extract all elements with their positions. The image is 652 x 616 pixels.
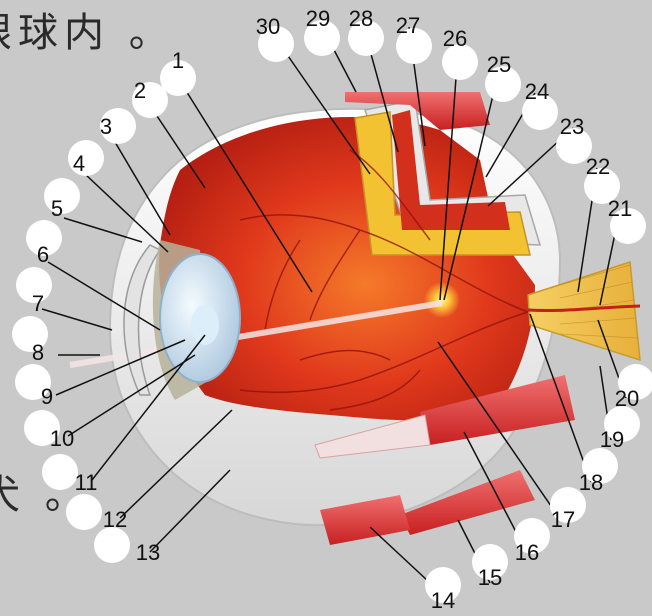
label-bubble-28 [348,20,384,56]
cornea [123,244,162,396]
label-bubble-21 [610,208,646,244]
muscle-bottom-right [400,470,535,535]
label-number-2: 2 [134,78,146,103]
label-number-21: 21 [608,196,632,221]
retinal-vessels [239,149,529,411]
label-number-23: 23 [560,114,584,139]
label-bubble-16 [514,518,550,554]
label-bubble-29 [304,20,340,56]
caption-top: 眼球内 。 [0,10,175,56]
label-number-17: 17 [551,507,575,532]
label-number-6: 6 [37,242,49,267]
lens-core [191,305,219,345]
label-bubble-17 [550,487,586,523]
label-number-11: 11 [75,470,98,495]
label-bubble-7 [16,267,52,303]
label-number-3: 3 [100,114,112,139]
label-number-18: 18 [579,470,603,495]
retina-layer-red [392,110,510,230]
label-number-16: 16 [515,540,539,565]
label-bubble-18 [582,448,618,484]
label-markers: 1234567891011121314151617181920212223242… [12,6,652,613]
retina [159,117,535,421]
label-number-24: 24 [525,79,549,104]
label-bubble-9 [15,364,51,400]
label-bubble-27 [396,28,432,64]
fovea [424,282,460,318]
label-number-30: 30 [256,14,280,39]
label-number-8: 8 [32,340,44,365]
label-bubble-4 [68,140,104,176]
label-number-9: 9 [41,384,53,409]
label-number-5: 5 [51,196,63,221]
label-bubble-14 [425,567,461,603]
label-bubble-8 [12,316,48,352]
label-bubble-19 [604,406,640,442]
label-bubble-5 [44,178,80,214]
label-bubble-11 [42,454,78,490]
label-bubble-26 [442,44,478,80]
label-number-20: 20 [615,386,639,411]
label-bubble-2 [132,82,168,118]
label-bubble-15 [472,544,508,580]
muscle-tendon-mid [314,414,431,459]
label-bubble-20 [618,364,652,400]
muscle-right-mid [420,375,575,445]
label-bubble-30 [258,26,294,62]
label-bubble-1 [160,60,196,96]
central-artery [527,304,641,313]
label-number-29: 29 [306,6,330,31]
label-number-13: 13 [136,540,160,565]
label-number-22: 22 [586,154,610,179]
label-number-26: 26 [443,26,467,51]
label-bubble-23 [556,128,592,164]
label-number-4: 4 [73,151,85,176]
label-number-12: 12 [103,507,127,532]
label-bubble-24 [522,94,558,130]
label-bubble-13 [94,527,130,563]
label-number-1: 1 [172,48,184,73]
muscle-bottom-left [320,495,410,545]
label-number-28: 28 [349,6,373,31]
label-number-19: 19 [600,427,624,452]
label-number-25: 25 [487,52,511,77]
label-number-7: 7 [32,291,44,316]
label-number-14: 14 [431,588,455,613]
label-number-10: 10 [50,426,74,451]
label-bubble-22 [584,168,620,204]
label-bubble-3 [100,108,136,144]
label-number-27: 27 [396,13,420,38]
label-bubble-12 [66,494,102,530]
label-bubble-10 [24,410,60,446]
label-number-15: 15 [478,565,502,590]
label-bubble-6 [26,220,62,256]
label-bubble-25 [485,66,521,102]
